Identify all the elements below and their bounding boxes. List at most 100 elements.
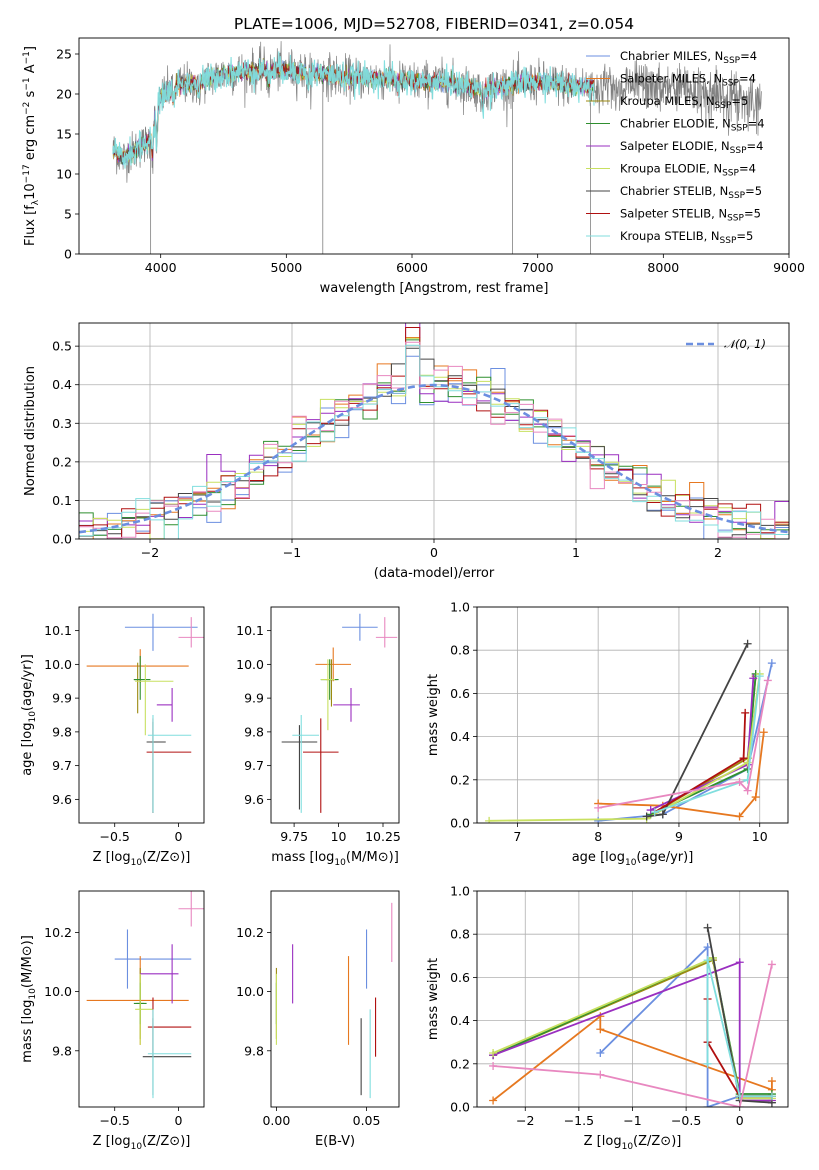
x-tick-label: −2 xyxy=(516,1113,534,1128)
y-tick-label: 9.7 xyxy=(244,758,264,773)
mass-weight-marker xyxy=(650,808,659,817)
age_vs_Z-frame xyxy=(78,606,205,824)
y-tick-label: 10.0 xyxy=(236,657,264,672)
y-tick-label: 9.8 xyxy=(244,724,264,739)
y-tick-label: 9.6 xyxy=(52,792,72,807)
residuals-ylabel: Normed distribution xyxy=(23,366,38,496)
x-tick-label: 6000 xyxy=(396,260,428,275)
y-tick-label: 0.4 xyxy=(450,1013,470,1028)
spectrum-panel: 4000 5000 6000 7000 8000 9000 0 5 10 15 20 25 wavele… xyxy=(22,37,805,296)
mass-weight-marker xyxy=(596,1070,605,1079)
mass-weight-line xyxy=(706,959,772,1098)
x-tick-label: −1 xyxy=(623,1113,641,1128)
mass-weight-marker xyxy=(767,659,776,668)
x-tick-label: −2 xyxy=(141,545,159,560)
y-tick-label: 0.5 xyxy=(52,339,72,354)
mass_weight_vs_age-xlabel: age [log10​(age/yr)] xyxy=(572,850,694,868)
y-tick-label: 9.8 xyxy=(52,1043,72,1058)
mass_vs_EBV-plot xyxy=(275,902,393,1099)
mass-weight-marker xyxy=(646,806,655,815)
age_vs_mass-frame xyxy=(270,606,400,824)
x-tick-label: 0.00 xyxy=(262,1113,290,1128)
mass-weight-marker xyxy=(767,1092,776,1101)
x-tick-label: −1.5 xyxy=(564,1113,594,1128)
legend-label: Chabrier STELIB, NSSP​=5 xyxy=(620,184,762,201)
figure-title: PLATE=1006, MJD=52708, FIBERID=0341, z=0… xyxy=(234,15,634,33)
mass-weight-marker xyxy=(489,1096,498,1105)
mass_vs_Z-xlabel: Z [log10​(Z/Z⊙)] xyxy=(93,1134,191,1152)
y-tick-label: 10.2 xyxy=(236,925,264,940)
y-tick-label: 0.1 xyxy=(52,493,72,508)
mass-weight-marker xyxy=(489,1061,498,1070)
legend-label: Salpeter MILES, NSSP​=4 xyxy=(620,72,756,89)
y-tick-label: 0.8 xyxy=(450,643,470,658)
x-tick-label: 7 xyxy=(513,829,521,844)
x-tick-label: 5000 xyxy=(270,260,302,275)
x-tick-label: 10 xyxy=(331,829,347,844)
y-tick-label: 0.0 xyxy=(450,816,470,831)
mass-weight-marker xyxy=(658,810,667,819)
x-tick-label: 7000 xyxy=(522,260,554,275)
mass-weight-marker xyxy=(594,816,603,823)
x-tick-label: 10.25 xyxy=(365,829,401,844)
mass-weight-line xyxy=(493,964,773,1107)
legend-label: Chabrier ELODIE, NSSP​=4 xyxy=(620,117,765,134)
y-tick-label: 10 xyxy=(56,167,72,182)
y-tick-label: 10.0 xyxy=(44,984,72,999)
y-tick-label: 0.2 xyxy=(52,454,72,469)
y-tick-label: 15 xyxy=(56,127,72,142)
y-tick-label: 9.9 xyxy=(244,691,264,706)
y-tick-label: 10.2 xyxy=(44,925,72,940)
mass-weight-marker xyxy=(735,958,744,967)
y-tick-label: 0.3 xyxy=(52,416,72,431)
y-tick-label: 10.1 xyxy=(236,623,264,638)
x-tick-label: −1 xyxy=(283,545,301,560)
x-tick-label: 0 xyxy=(736,1113,744,1128)
mass-weight-marker xyxy=(703,1059,712,1068)
x-tick-label: 0 xyxy=(175,1113,183,1128)
mass_weight_vs_age-ylabel: mass weight xyxy=(426,674,441,756)
spectrum-legend: Chabrier MILES, NSSP​=4 Salpeter MILES, N… xyxy=(586,49,765,246)
y-tick-label: 20 xyxy=(56,87,72,102)
mass-weight-marker xyxy=(767,960,776,969)
mass-weight-marker xyxy=(739,754,748,763)
y-tick-label: 10.1 xyxy=(44,623,72,638)
y-tick-label: 0.6 xyxy=(450,970,470,985)
mass-weight-marker xyxy=(749,674,758,683)
mass-weight-line xyxy=(598,662,773,822)
mass_vs_EBV-frame xyxy=(270,890,400,1108)
y-tick-label: 0.6 xyxy=(450,686,470,701)
mass-weight-marker xyxy=(735,777,744,786)
mass-weight-marker xyxy=(703,956,712,965)
age_vs_mass-panel: 9.75 10 10.25 9.6 9.7 9.8 9.9 10.0 10.1 mass [log… xyxy=(236,606,401,868)
mass-weight-marker xyxy=(485,816,494,823)
mass-weight-marker xyxy=(755,672,764,681)
x-tick-label: −0.5 xyxy=(671,1113,701,1128)
mass-weight-marker xyxy=(763,676,772,685)
legend-label: Kroupa MILES, NSSP​=5 xyxy=(620,94,748,111)
residuals-plot xyxy=(79,323,789,539)
spectrum-xlabel: wavelength [Angstrom, rest frame] xyxy=(320,281,549,296)
residuals-xlabel: (data-model)/error xyxy=(374,566,495,581)
y-tick-label: 1.0 xyxy=(450,884,470,899)
y-tick-label: 0.2 xyxy=(450,772,470,787)
legend-label: Kroupa ELODIE, NSSP​=4 xyxy=(620,162,756,179)
x-tick-label: 9.75 xyxy=(280,829,308,844)
y-tick-label: 0 xyxy=(64,247,72,262)
age_vs_Z-xlabel: Z [log10​(Z/Z⊙)] xyxy=(93,850,191,868)
mass-weight-marker xyxy=(703,923,712,932)
mass_vs_Z-frame xyxy=(78,890,205,1108)
y-tick-label: 0.4 xyxy=(450,729,470,744)
mass_vs_EBV-xlabel: E(B-V) xyxy=(315,1134,355,1149)
mass_weight_vs_Z-frame xyxy=(476,890,789,1108)
legend-label-normal: 𝒩(0, 1) xyxy=(724,337,766,351)
mass_vs_Z-ylabel: mass [log10​(M/M⊙)] xyxy=(20,935,38,1063)
residual-histogram xyxy=(79,344,789,539)
y-tick-label: 10.0 xyxy=(236,984,264,999)
legend-label: Salpeter STELIB, NSSP​=5 xyxy=(620,207,761,224)
x-tick-label: 2 xyxy=(714,545,722,560)
mass-weight-marker xyxy=(735,1103,744,1107)
mass_weight_vs_age-panel: 7 8 9 10 0.0 0.2 0.4 0.6 0.8 1.0 age [log10​(age/y… xyxy=(426,600,789,868)
mass-weight-marker xyxy=(759,728,768,737)
